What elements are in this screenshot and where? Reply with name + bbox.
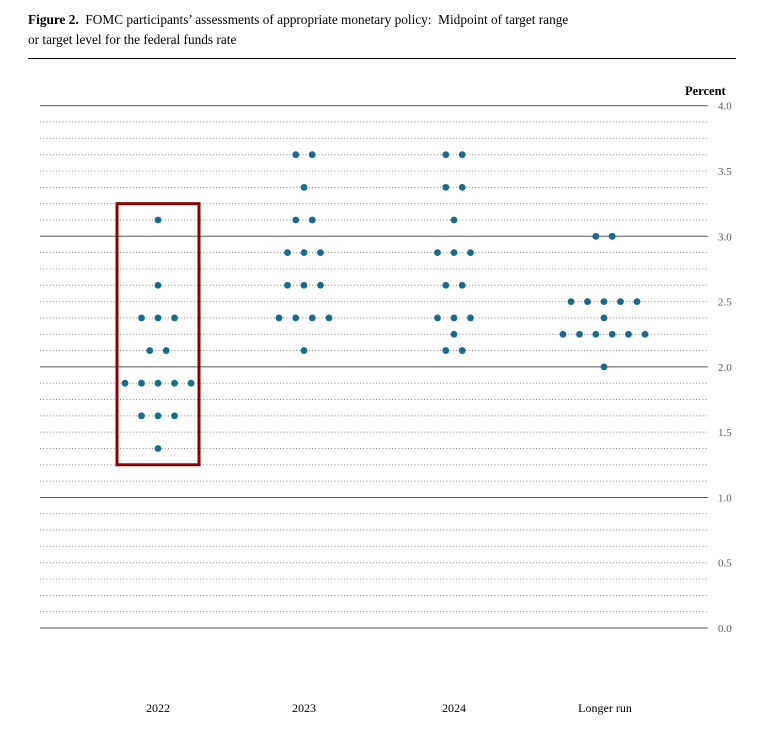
svg-text:3.0: 3.0: [718, 231, 732, 243]
svg-text:4.0: 4.0: [718, 101, 732, 113]
svg-text:1.0: 1.0: [718, 492, 732, 504]
svg-text:0.5: 0.5: [718, 558, 732, 570]
svg-text:2.0: 2.0: [718, 362, 732, 374]
svg-text:3.5: 3.5: [718, 166, 732, 178]
svg-text:1.5: 1.5: [718, 427, 732, 439]
svg-text:0.0: 0.0: [718, 623, 732, 635]
svg-text:2.5: 2.5: [718, 297, 732, 309]
